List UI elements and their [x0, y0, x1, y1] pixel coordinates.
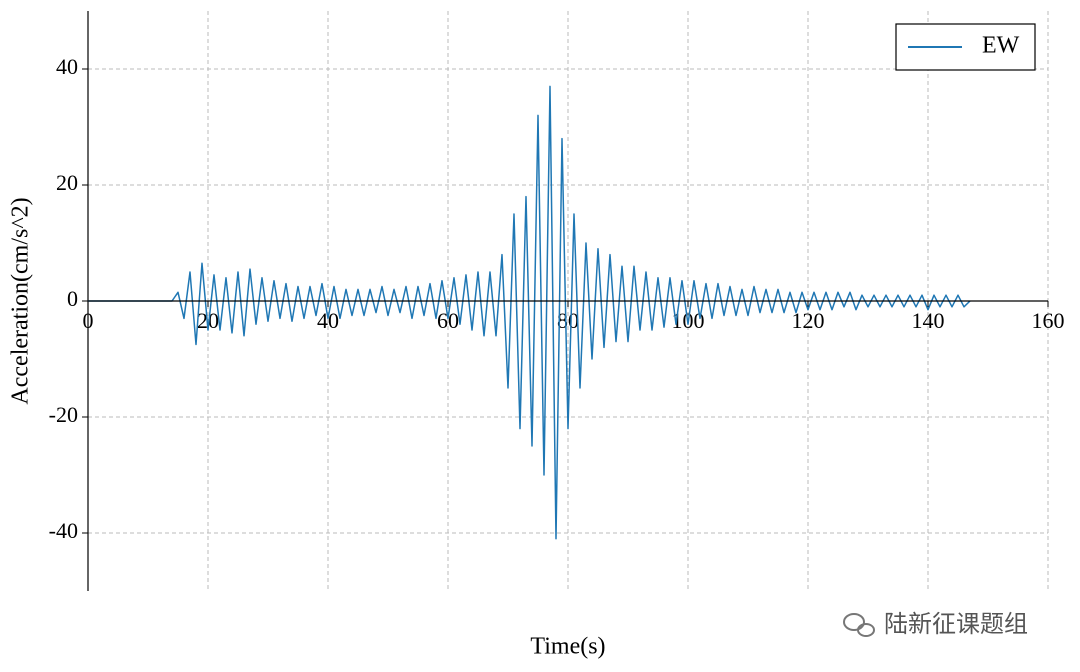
x-tick-label: 80 — [557, 308, 579, 333]
x-tick-label: 40 — [317, 308, 339, 333]
legend-label: EW — [982, 33, 1020, 59]
x-tick-label: 20 — [197, 308, 219, 333]
watermark: 陆新征课题组 — [884, 610, 1028, 638]
data-line — [88, 85, 971, 540]
x-tick-label: 140 — [912, 308, 945, 333]
y-tick-label: 0 — [67, 286, 78, 311]
y-tick-label: -20 — [49, 402, 78, 427]
x-tick-label: 160 — [1032, 308, 1065, 333]
x-tick-label: 60 — [437, 308, 459, 333]
watermark-icon — [843, 613, 875, 637]
x-axis-label: Time(s) — [530, 634, 605, 660]
y-tick-label: 20 — [56, 170, 78, 195]
y-tick-label: 40 — [56, 54, 78, 79]
x-tick-label: 120 — [792, 308, 825, 333]
y-tick-label: -40 — [49, 518, 78, 543]
y-axis-label: Acceleration(cm/s^2) — [8, 197, 34, 404]
